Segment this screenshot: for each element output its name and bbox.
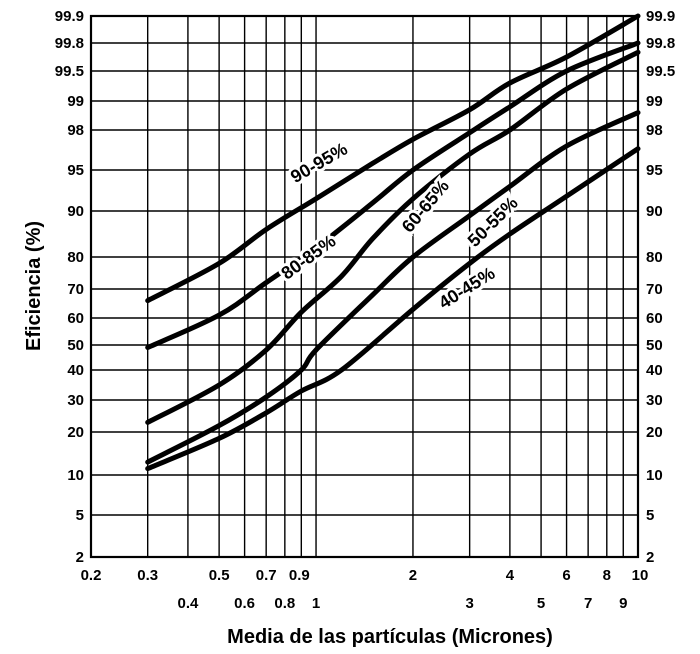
y-tick-label-left: 99.5 (55, 63, 84, 80)
curve-label: 90-95% (287, 139, 351, 187)
y-tick-labels-right: 2 5 10 20 30 40 50 60 70 80 90 95 98 99 99.5 99.8 99.9 (646, 8, 675, 566)
y-tick-label-right: 20 (646, 424, 663, 441)
x-tick-label: 6 (562, 567, 570, 584)
x-tick-label: 5 (537, 595, 545, 612)
y-tick-label-left: 99.8 (55, 35, 84, 52)
x-tick-label: 1 (312, 595, 320, 612)
y-tick-label-left: 10 (67, 467, 84, 484)
x-tick-label: 0.8 (274, 595, 295, 612)
efficiency-curves (145, 13, 641, 472)
y-tick-label-left: 90 (67, 203, 84, 220)
y-tick-label-right: 95 (646, 162, 663, 179)
y-tick-label-left: 60 (67, 310, 84, 327)
y-tick-label-left: 20 (67, 424, 84, 441)
y-tick-label-left: 80 (67, 249, 84, 266)
curve-50-55pct (145, 110, 641, 465)
x-tick-label: 0.4 (177, 595, 199, 612)
y-tick-label-right: 2 (646, 549, 654, 566)
x-tick-label: 0.5 (209, 567, 230, 584)
y-tick-label-right: 99.9 (646, 8, 675, 25)
curve-40-45pct (145, 146, 641, 472)
x-tick-label: 0.9 (289, 567, 310, 584)
y-tick-label-left: 70 (67, 281, 84, 298)
y-tick-label-right: 30 (646, 392, 663, 409)
y-tick-label-right: 90 (646, 203, 663, 220)
y-tick-label-left: 99.9 (55, 8, 84, 25)
x-tick-label: 4 (506, 567, 515, 584)
y-tick-label-left: 95 (67, 162, 84, 179)
y-tick-label-right: 5 (646, 507, 654, 524)
y-tick-label-right: 99.8 (646, 35, 675, 52)
x-tick-label: 2 (409, 567, 417, 584)
x-tick-label: 8 (603, 567, 611, 584)
x-axis-title: Media de las partículas (Micrones) (227, 626, 553, 648)
y-tick-label-right: 40 (646, 362, 663, 379)
y-tick-label-right: 80 (646, 249, 663, 266)
y-tick-label-right: 99 (646, 93, 663, 110)
x-tick-label: 0.6 (234, 595, 255, 612)
y-tick-label-right: 70 (646, 281, 663, 298)
y-tick-label-left: 30 (67, 392, 84, 409)
y-tick-labels-left: 2 5 10 20 30 40 50 60 70 80 90 95 98 99 99.5 99.8 99.9 (55, 8, 84, 566)
y-tick-label-left: 5 (76, 507, 84, 524)
x-tick-label: 0.7 (256, 567, 277, 584)
curve-80-85pct (145, 40, 641, 350)
curve-90-95pct (145, 13, 641, 304)
curve-labels: 90-95%80-85%60-65% 50-55%40-45% (274, 136, 524, 316)
x-tick-label: 7 (584, 595, 592, 612)
plot-frame (89, 14, 640, 559)
x-tick-label: 0.2 (81, 567, 102, 584)
y-tick-label-right: 99.5 (646, 63, 675, 80)
x-tick-label: 9 (619, 595, 627, 612)
x-tick-label: 3 (465, 595, 473, 612)
x-tick-label: 0.3 (137, 567, 158, 584)
y-tick-label-left: 99 (67, 93, 84, 110)
y-tick-label-right: 50 (646, 337, 663, 354)
y-tick-label-left: 40 (67, 362, 84, 379)
y-tick-label-left: 2 (76, 549, 84, 566)
y-tick-label-right: 10 (646, 467, 663, 484)
curve-label: 40-45% (435, 263, 498, 313)
y-tick-label-right: 60 (646, 310, 663, 327)
y-axis-title: Eficiencia (%) (23, 221, 45, 351)
y-tick-label-left: 98 (67, 122, 84, 139)
y-tick-label-left: 50 (67, 337, 84, 354)
x-tick-labels: 0.2 0.3 0.5 0.7 0.9 2 4 6 8 10 0.4 0.6 0.8 1 3 5 7 9 (81, 567, 649, 612)
x-tick-label: 10 (632, 567, 649, 584)
curve-60-65pct (145, 49, 641, 425)
y-tick-label-right: 98 (646, 122, 663, 139)
